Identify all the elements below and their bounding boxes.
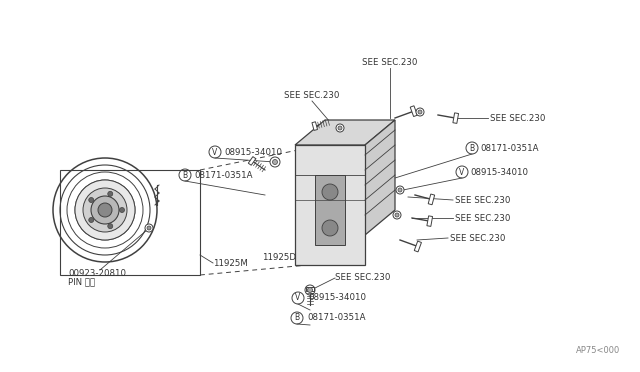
Text: SEE SEC.230: SEE SEC.230 [490, 113, 545, 122]
Circle shape [89, 198, 93, 202]
Polygon shape [306, 288, 314, 291]
Text: SEE SEC.230: SEE SEC.230 [450, 234, 506, 243]
Circle shape [273, 160, 278, 164]
Text: SEE SEC.230: SEE SEC.230 [284, 90, 340, 99]
Circle shape [108, 224, 113, 229]
Circle shape [336, 124, 344, 132]
Text: 08171-0351A: 08171-0351A [307, 314, 365, 323]
Circle shape [393, 211, 401, 219]
Text: V: V [296, 294, 301, 302]
Circle shape [398, 188, 402, 192]
Polygon shape [248, 157, 256, 165]
Text: PIN ビ゛: PIN ビ゛ [68, 278, 95, 286]
Polygon shape [365, 120, 395, 235]
Text: V: V [460, 167, 465, 176]
Text: 08915-34010: 08915-34010 [308, 294, 366, 302]
Circle shape [416, 108, 424, 116]
Circle shape [108, 191, 113, 196]
Text: B: B [469, 144, 475, 153]
Circle shape [305, 285, 315, 295]
Polygon shape [428, 194, 435, 205]
Text: 11925D: 11925D [262, 253, 296, 263]
Polygon shape [312, 122, 317, 131]
Polygon shape [427, 216, 433, 227]
Bar [60, 170, 200, 275]
Text: 08915-34010: 08915-34010 [224, 148, 282, 157]
Polygon shape [410, 106, 417, 116]
Circle shape [338, 126, 342, 130]
Circle shape [307, 288, 312, 292]
Text: 08171-0351A: 08171-0351A [194, 170, 253, 180]
Circle shape [418, 110, 422, 114]
Text: SEE SEC.230: SEE SEC.230 [455, 196, 510, 205]
Text: SEE SEC.230: SEE SEC.230 [335, 273, 390, 282]
Circle shape [322, 184, 338, 200]
Polygon shape [453, 113, 459, 124]
Text: 00923-20810: 00923-20810 [68, 269, 126, 278]
Circle shape [89, 218, 93, 222]
Text: 11925M: 11925M [213, 259, 248, 267]
Text: V: V [212, 148, 218, 157]
Circle shape [83, 188, 127, 232]
Circle shape [396, 186, 404, 194]
Circle shape [322, 220, 338, 236]
Circle shape [120, 208, 125, 212]
Text: AP75<000: AP75<000 [576, 346, 620, 355]
Text: SEE SEC.230: SEE SEC.230 [362, 58, 418, 67]
Circle shape [75, 180, 135, 240]
Circle shape [395, 213, 399, 217]
Text: 08171-0351A: 08171-0351A [480, 144, 538, 153]
Circle shape [147, 226, 151, 230]
Text: SEE SEC.230: SEE SEC.230 [455, 214, 510, 222]
Text: 08915-34010: 08915-34010 [470, 167, 528, 176]
Circle shape [270, 157, 280, 167]
Text: B: B [182, 170, 188, 180]
Circle shape [98, 203, 112, 217]
Polygon shape [315, 175, 345, 245]
Circle shape [91, 196, 119, 224]
Polygon shape [414, 241, 422, 252]
Text: B: B [294, 314, 300, 323]
Polygon shape [295, 145, 365, 265]
Circle shape [145, 224, 153, 232]
Polygon shape [295, 120, 395, 145]
